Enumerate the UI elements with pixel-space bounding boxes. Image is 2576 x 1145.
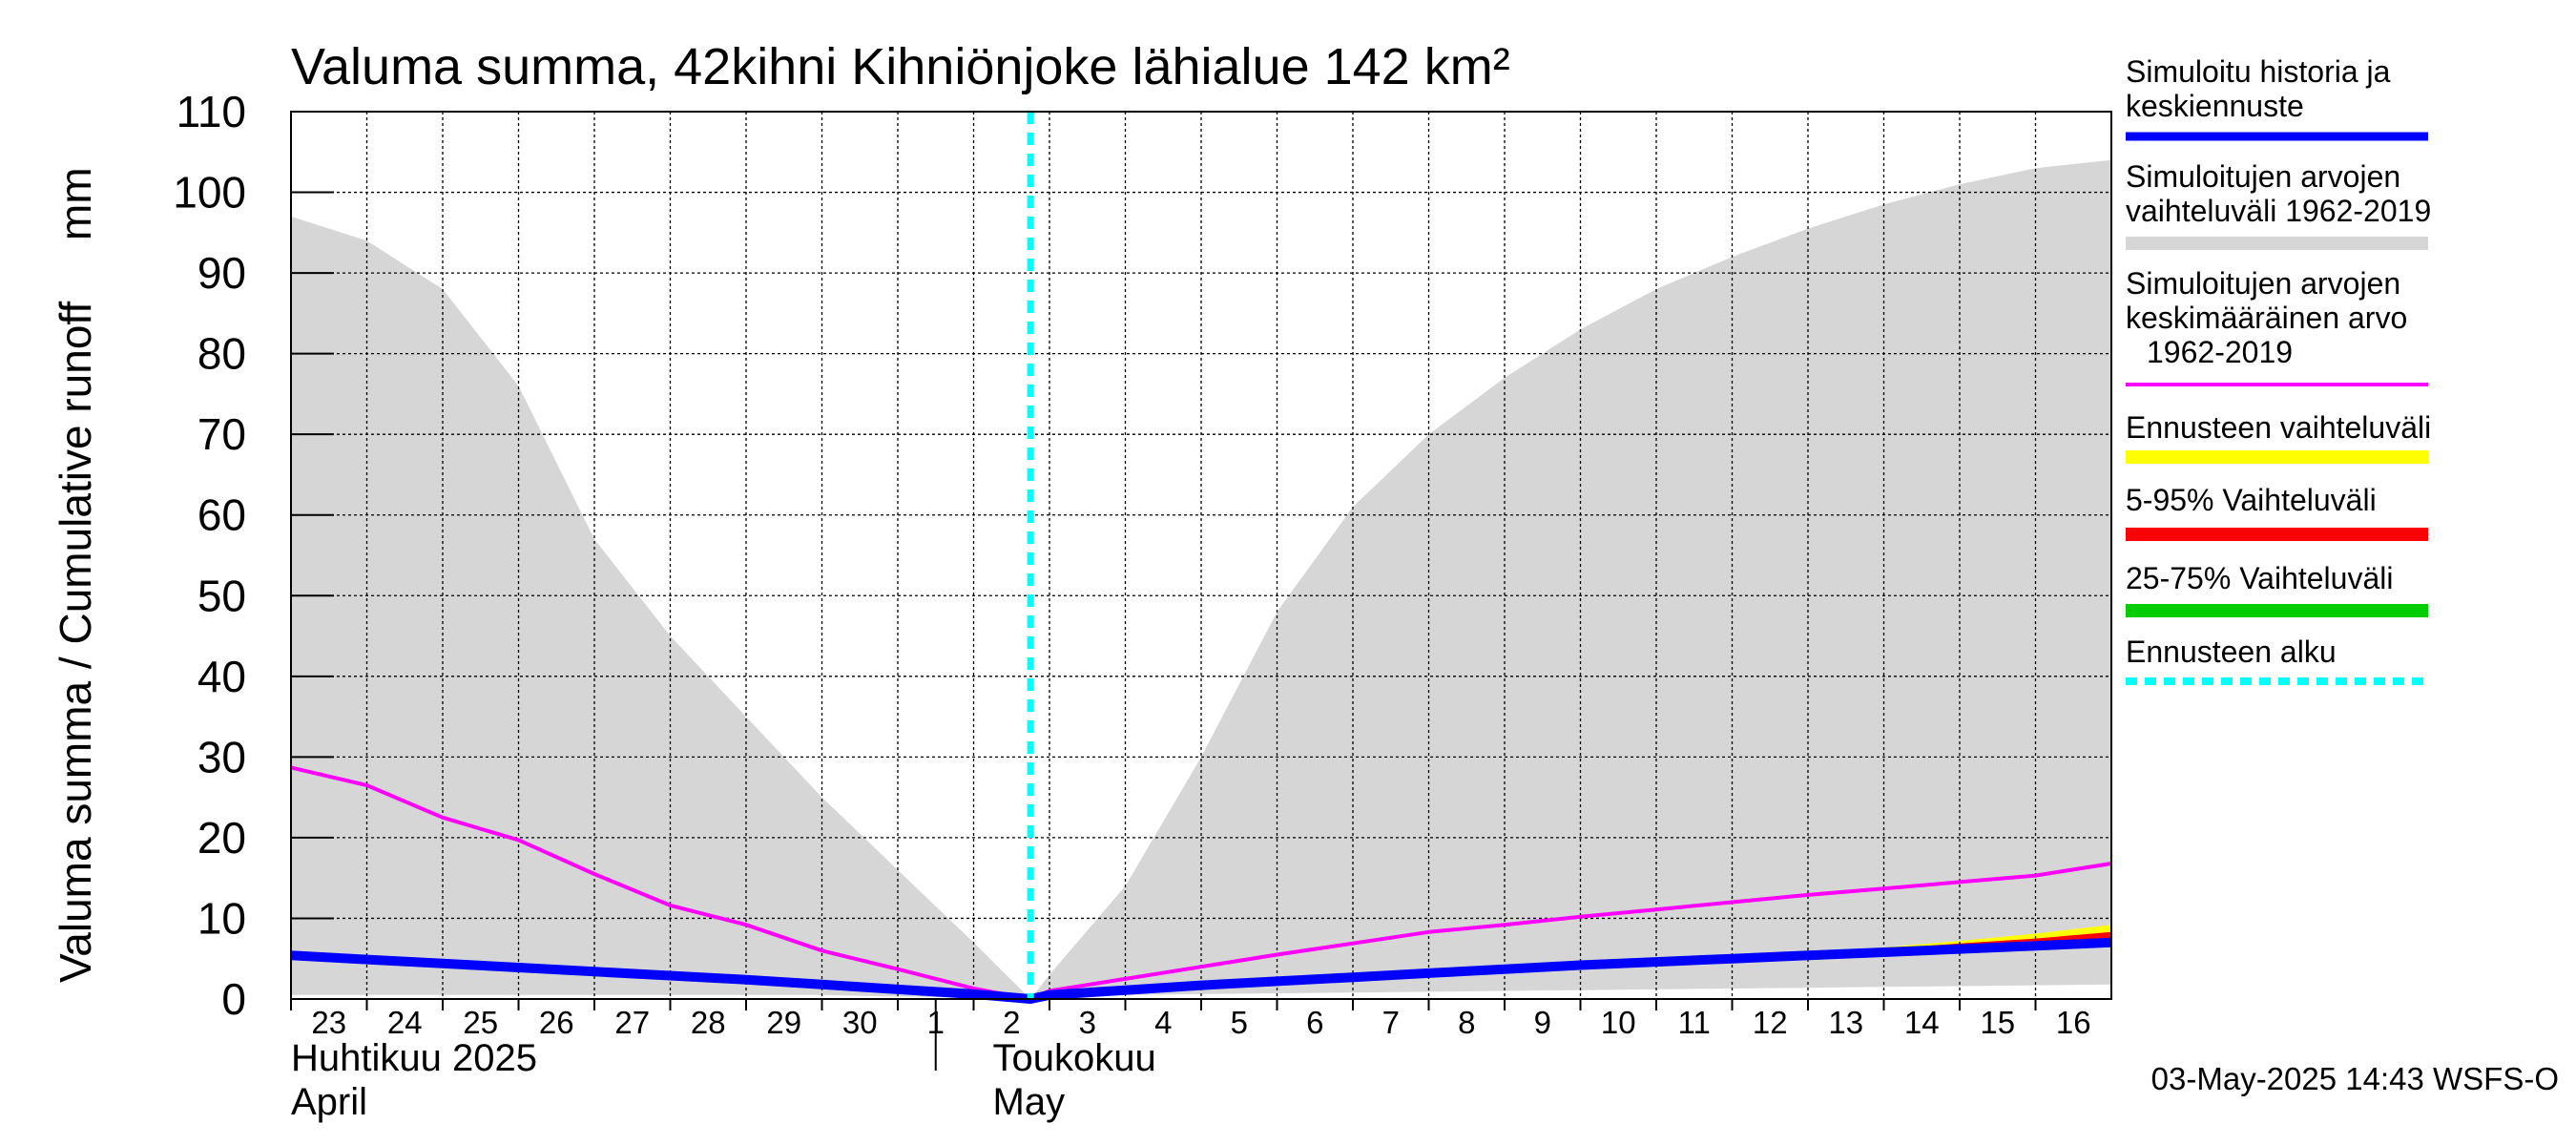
month-label-en: April: [291, 1081, 367, 1123]
x-tick-label: 29: [766, 1005, 801, 1040]
x-tick-label: 2: [1003, 1005, 1020, 1040]
x-tick-label: 9: [1534, 1005, 1551, 1040]
x-tick-label: 26: [539, 1005, 574, 1040]
legend-label: Ennusteen vaihteluväli: [2126, 410, 2431, 445]
legend-label: vaihteluväli 1962-2019: [2126, 194, 2431, 228]
y-tick-label: 30: [197, 732, 246, 781]
y-tick-label: 90: [197, 248, 246, 298]
y-tick-label: 110: [177, 87, 246, 136]
y-tick-label: 40: [197, 652, 246, 701]
x-tick-label: 23: [311, 1005, 346, 1040]
x-tick-label: 11: [1678, 1005, 1711, 1040]
y-tick-label: 60: [197, 490, 246, 540]
legend-label: 5-95% Vaihteluväli: [2126, 483, 2377, 517]
x-tick-label: 24: [387, 1005, 423, 1040]
legend-label: Simuloitujen arvojen: [2126, 159, 2400, 194]
x-tick-label: 6: [1306, 1005, 1323, 1040]
x-tick-label: 27: [614, 1005, 650, 1040]
y-tick-label: 100: [173, 168, 246, 218]
y-tick-label: 80: [197, 329, 246, 379]
x-tick-label: 8: [1458, 1005, 1475, 1040]
x-tick-label: 30: [842, 1005, 878, 1040]
legend-label: Ennusteen alku: [2126, 635, 2337, 669]
month-label-fi: Huhtikuu 2025: [291, 1037, 537, 1079]
legend-label: Simuloitujen arvojen: [2126, 266, 2400, 301]
x-tick-label: 28: [691, 1005, 726, 1040]
legend-label: keskiennuste: [2126, 89, 2304, 123]
y-tick-label: 70: [197, 409, 246, 459]
x-tick-label: 10: [1601, 1005, 1636, 1040]
chart-title: Valuma summa, 42kihni Kihniönjoke lähial…: [291, 38, 1510, 95]
series-line-5: [290, 937, 2112, 1004]
x-tick-label: 25: [463, 1005, 498, 1040]
y-axis-label: Valuma summa / Cumulative runoff mm: [51, 167, 100, 983]
month-label-en: May: [993, 1081, 1066, 1123]
y-tick-label: 50: [197, 571, 246, 620]
x-tick-label: 16: [2056, 1005, 2091, 1040]
month-label-fi: Toukokuu: [993, 1037, 1156, 1079]
legend-label: 25-75% Vaihteluväli: [2126, 561, 2393, 595]
legend-label: keskimääräinen arvo: [2126, 301, 2407, 335]
x-tick-label: 13: [1828, 1005, 1863, 1040]
x-tick-label: 4: [1154, 1005, 1172, 1040]
x-tick-label: 7: [1382, 1005, 1400, 1040]
legend-label: 1962-2019: [2147, 335, 2293, 369]
legend-label: Simuloitu historia ja: [2126, 54, 2391, 89]
y-tick-label: 10: [197, 893, 246, 943]
y-tick-label: 20: [197, 813, 246, 863]
y-tick-label: 0: [221, 974, 246, 1024]
x-tick-label: 15: [1980, 1005, 2015, 1040]
series-line-1: [290, 765, 2112, 1001]
timestamp-footer: 03-May-2025 14:43 WSFS-O: [2151, 1061, 2559, 1096]
x-tick-label: 14: [1904, 1005, 1940, 1040]
x-tick-label: 3: [1079, 1005, 1096, 1040]
x-tick-label: 5: [1231, 1005, 1248, 1040]
x-tick-label: 12: [1753, 1005, 1788, 1040]
